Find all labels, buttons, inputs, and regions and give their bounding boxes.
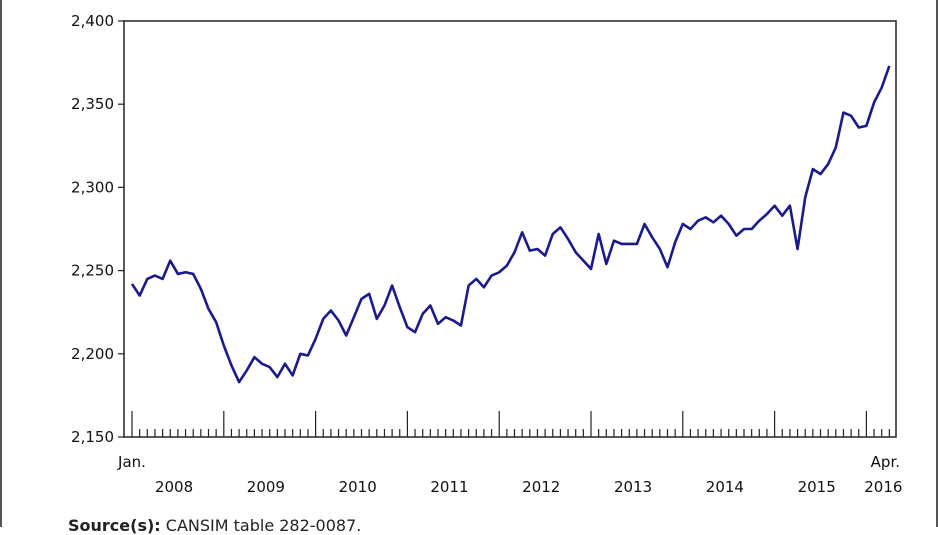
series-line <box>130 65 891 384</box>
x-year-label: 2014 <box>706 478 744 496</box>
x-year-label: 2016 <box>864 478 902 496</box>
source-label: Source(s): <box>68 516 161 535</box>
x-axis: Jan. Apr. 2008 2009 2010 2011 2012 2013 2014 2015… <box>117 411 902 496</box>
y-tick-label: 2,350 <box>71 95 114 113</box>
y-tick-label: 2,150 <box>71 428 114 446</box>
plot-area <box>123 20 897 438</box>
x-year-label: 2008 <box>155 478 193 496</box>
x-start-label: Jan. <box>117 453 146 471</box>
y-axis: 2,150 2,200 2,250 2,300 2,350 2,400 <box>71 12 124 446</box>
y-tick-label: 2,250 <box>71 262 114 280</box>
y-tick-label: 2,400 <box>71 12 114 30</box>
source-text: CANSIM table 282-0087. <box>165 516 362 535</box>
y-tick-label: 2,200 <box>71 345 114 363</box>
x-year-label: 2011 <box>430 478 468 496</box>
x-year-label: 2015 <box>798 478 836 496</box>
x-end-label: Apr. <box>871 453 900 471</box>
source-note: Source(s): CANSIM table 282-0087. <box>68 516 361 535</box>
x-year-label: 2010 <box>339 478 377 496</box>
x-year-label: 2009 <box>247 478 285 496</box>
x-year-label: 2012 <box>522 478 560 496</box>
x-year-label: 2013 <box>614 478 652 496</box>
y-tick-label: 2,300 <box>71 178 114 196</box>
